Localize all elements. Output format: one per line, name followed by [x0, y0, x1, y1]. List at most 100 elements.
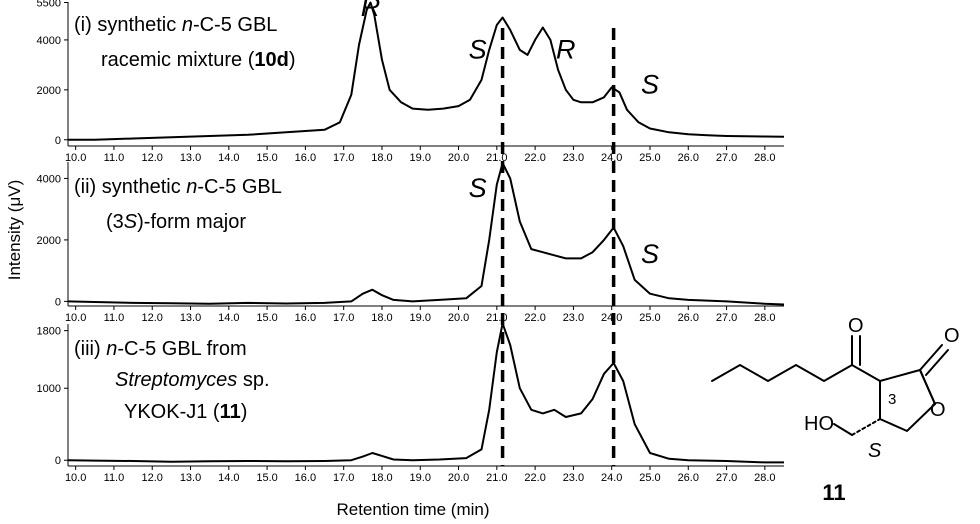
ring-oxygen-label: O — [930, 399, 946, 421]
panel-i-x-tick-label: 17.0 — [333, 152, 354, 164]
panel-ii-x-tick-label: 18.0 — [371, 312, 392, 324]
ring-oxygen-bond — [919, 369, 936, 405]
panel-i-y-tick-label: 5500 — [37, 0, 61, 9]
panel-i-x-tick-label: 24.0 — [601, 152, 622, 164]
panel-i-x-tick-label: 12.0 — [142, 152, 163, 164]
panel-iii-x-tick-label: 17.0 — [333, 472, 354, 484]
panel-iii-label-line1: (iii) n-C-5 GBL from — [74, 338, 247, 360]
panel-ii-peak-label: S — [641, 239, 659, 269]
panel-iii-x-tick-label: 10.0 — [65, 472, 86, 484]
ketone-oxygen-label: O — [848, 315, 864, 337]
panel-i-x-tick-label: 15.0 — [256, 152, 277, 164]
panel-ii-x-tick-label: 15.0 — [256, 312, 277, 324]
panel-iii-x-tick-label: 22.0 — [524, 472, 545, 484]
panel-ii-y-tick-label: 0 — [55, 296, 61, 308]
panel-ii-x-tick-label: 17.0 — [333, 312, 354, 324]
panel-iii-trace — [67, 322, 784, 464]
panel-i: (i) synthetic n-C-5 GBL racemic mixture … — [37, 0, 785, 164]
panel-i-x-tick-label: 19.0 — [410, 152, 431, 164]
compound-number: 11 — [822, 480, 845, 505]
panel-ii-label-line2: (3S)-form major — [106, 211, 246, 233]
panel-iii-label-line2: Streptomyces sp. — [115, 369, 270, 391]
panel-i-y-tick-label: 4000 — [37, 35, 61, 47]
panel-iii-label-line3: YKOK-J1 (11) — [124, 401, 247, 423]
panel-i-x-tick-label: 27.0 — [716, 152, 737, 164]
panel-ii: (ii) synthetic n-C-5 GBL (3S)-form major… — [37, 162, 785, 324]
panel-i-x-tick-label: 28.0 — [754, 152, 775, 164]
panel-iii-x-tick-label: 25.0 — [639, 472, 660, 484]
panel-i-label-line1: (i) synthetic n-C-5 GBL — [74, 14, 277, 36]
panel-iii: (iii) n-C-5 GBL from Streptomyces sp. YK… — [37, 322, 784, 484]
panel-i-x-tick-label: 26.0 — [678, 152, 699, 164]
x-axis-title: Retention time (min) — [336, 500, 489, 519]
panel-iii-y-tick-label: 1000 — [37, 383, 61, 395]
panel-i-y-tick-label: 0 — [55, 135, 61, 147]
dashed-markers — [500, 28, 616, 466]
lactone-ring-bonds — [879, 368, 937, 433]
panel-i-trace — [68, 1, 785, 141]
panel-ii-x-tick-label: 21.0 — [486, 312, 507, 324]
panel-i-x-tick-label: 20.0 — [448, 152, 469, 164]
panel-i-x-tick-label: 18.0 — [371, 152, 392, 164]
panel-ii-label-line1: (ii) synthetic n-C-5 GBL — [74, 176, 282, 198]
panel-i-x-tick-label: 13.0 — [180, 152, 201, 164]
panel-i-peak-label: S — [641, 70, 659, 100]
panel-iii-x-tick-label: 23.0 — [563, 472, 584, 484]
panel-iii-y-tick-label: 1800 — [37, 326, 61, 338]
panel-ii-y-tick-label: 4000 — [37, 173, 61, 185]
panel-ii-peak-label: S — [469, 173, 487, 203]
panel-i-x-tick-label: 16.0 — [295, 152, 316, 164]
hydroxyl-label: HO — [804, 413, 834, 435]
panel-i-label-line2: racemic mixture (10d) — [101, 49, 296, 71]
lactone-carbonyl-double-bond — [925, 349, 949, 376]
panel-ii-x-tick-label: 10.0 — [65, 312, 86, 324]
panel-ii-x-tick-label: 14.0 — [218, 312, 239, 324]
panel-iii-x-tick-label: 28.0 — [754, 472, 775, 484]
panel-i-x-tick-label: 10.0 — [65, 152, 86, 164]
panel-ii-x-tick-label: 19.0 — [410, 312, 431, 324]
y-axis-title: Intensity (μV) — [5, 180, 24, 281]
panel-ii-x-tick-label: 13.0 — [180, 312, 201, 324]
panel-iii-x-tick-label: 14.0 — [218, 472, 239, 484]
pentyl-chain — [711, 363, 881, 383]
panel-iii-x-tick-label: 18.0 — [371, 472, 392, 484]
hydroxymethyl-bond — [851, 418, 881, 436]
panel-iii-x-tick-label: 15.0 — [256, 472, 277, 484]
lactone-carbonyl-oxygen-label: O — [944, 325, 960, 347]
panel-iii-x-tick-label: 12.0 — [142, 472, 163, 484]
panel-iii-x-tick-label: 27.0 — [716, 472, 737, 484]
panel-iii-x-tick-label: 24.0 — [601, 472, 622, 484]
panel-iii-x-tick-label: 21.0 — [486, 472, 507, 484]
panel-ii-x-tick-label: 11.0 — [104, 312, 125, 324]
panel-iii-x-tick-label: 13.0 — [180, 472, 201, 484]
panel-iii-x-tick-label: 19.0 — [410, 472, 431, 484]
panel-ii-x-tick-label: 27.0 — [716, 312, 737, 324]
panel-i-y-tick-label: 2000 — [37, 85, 61, 97]
panel-ii-y-tick-label: 2000 — [37, 235, 61, 247]
panel-iii-y-tick-label: 0 — [55, 455, 61, 467]
panel-ii-trace — [67, 162, 785, 306]
hydroxyl-bond — [833, 423, 853, 436]
lactone-carbonyl-bond — [919, 344, 943, 371]
panel-ii-x-tick-label: 25.0 — [639, 312, 660, 324]
panel-i-x-tick-label: 14.0 — [218, 152, 239, 164]
panel-ii-x-tick-label: 23.0 — [563, 312, 584, 324]
chemical-structure — [711, 335, 949, 436]
stereo-label: S — [868, 440, 882, 462]
panel-ii-x-tick-label: 26.0 — [678, 312, 699, 324]
panel-ii-x-tick-label: 28.0 — [754, 312, 775, 324]
panel-iii-x-tick-label: 26.0 — [678, 472, 699, 484]
panel-iii-x-tick-label: 11.0 — [104, 472, 125, 484]
panel-i-peak-label: R — [361, 0, 381, 22]
panel-iii-x-tick-label: 20.0 — [448, 472, 469, 484]
panel-i-peak-label: S — [469, 35, 487, 65]
panel-i-x-tick-label: 11.0 — [104, 152, 125, 164]
panel-iii-x-tick-label: 16.0 — [295, 472, 316, 484]
panel-ii-x-tick-label: 24.0 — [601, 312, 622, 324]
panel-i-x-tick-label: 23.0 — [563, 152, 584, 164]
panel-ii-x-tick-label: 16.0 — [295, 312, 316, 324]
panel-ii-x-tick-label: 20.0 — [448, 312, 469, 324]
panel-ii-x-tick-label: 22.0 — [524, 312, 545, 324]
panel-i-x-tick-label: 21.0 — [486, 152, 507, 164]
